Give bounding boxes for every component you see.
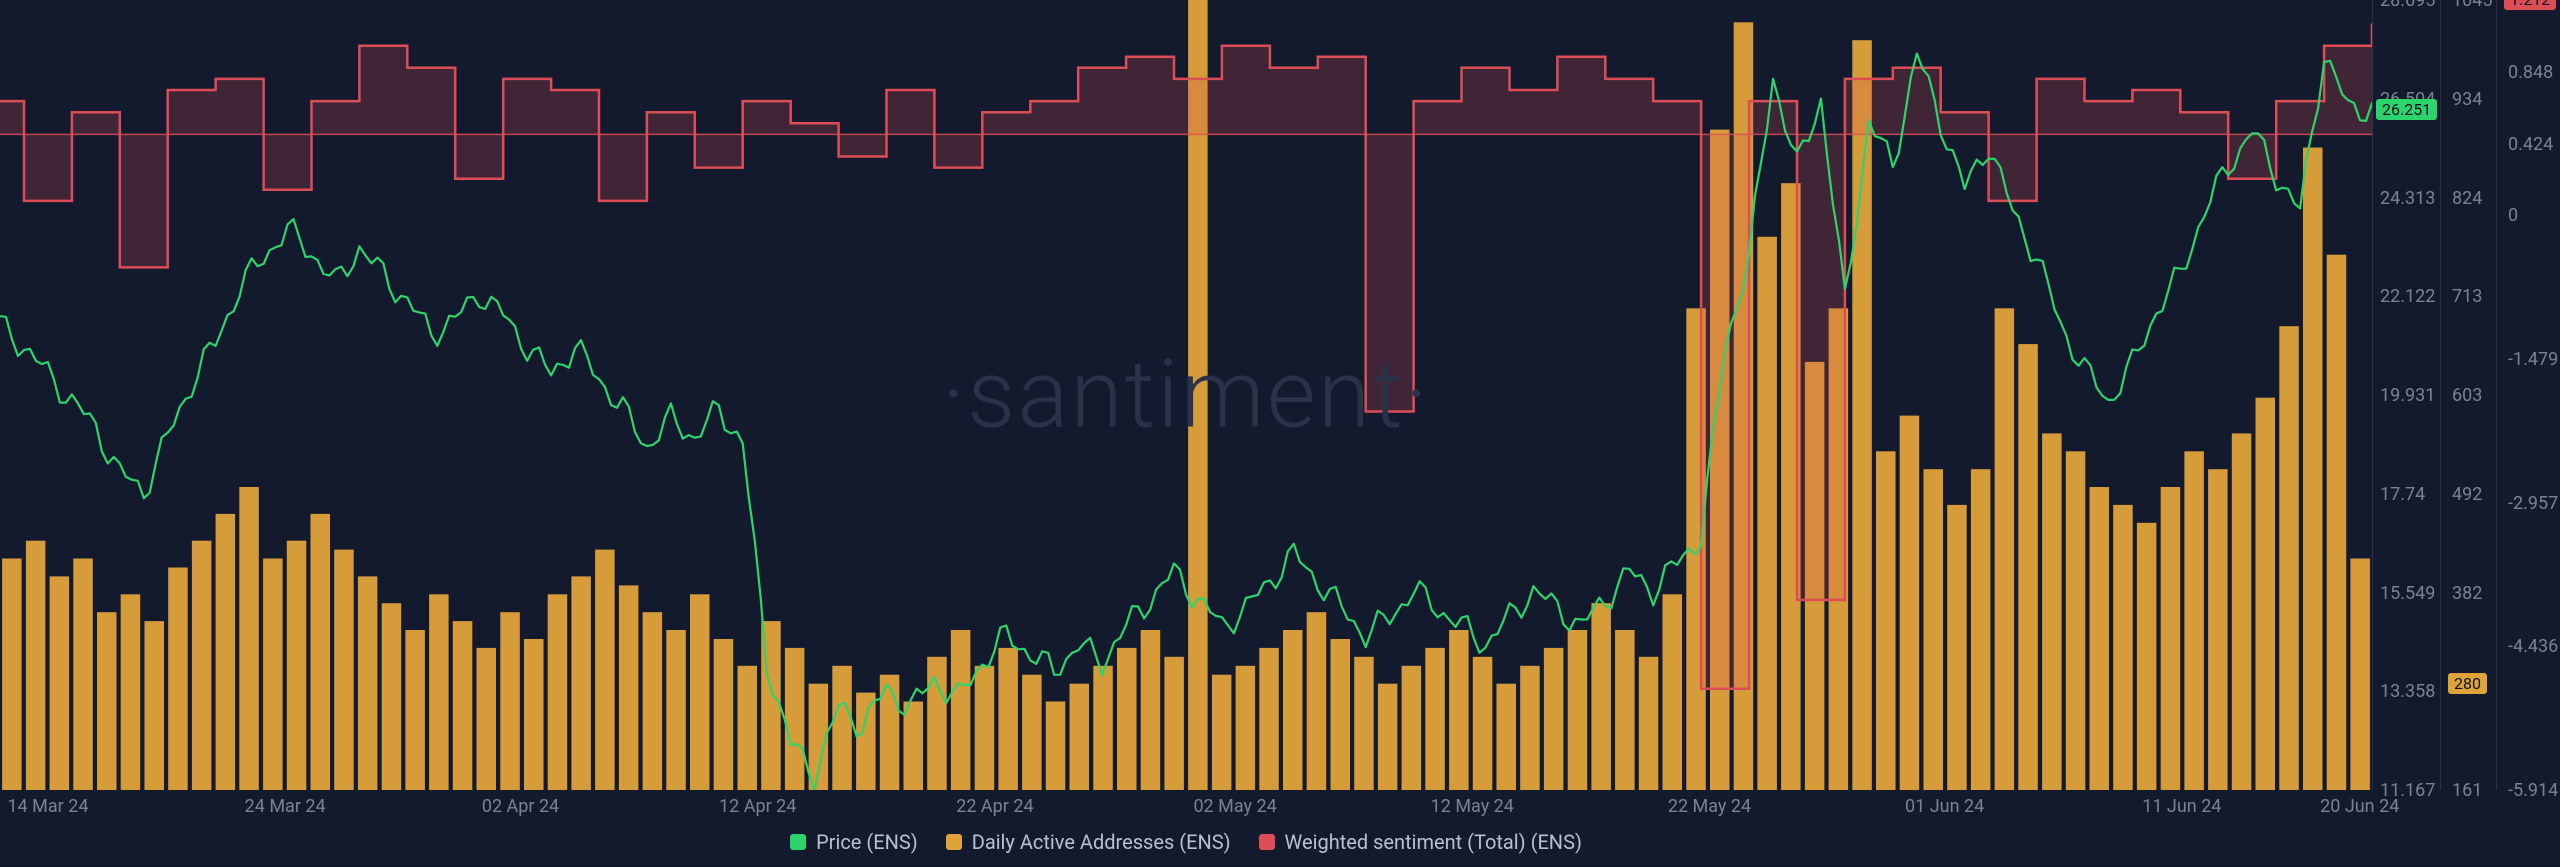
axis-tick-price: 24.313 [2380, 188, 2435, 209]
axis-tick-sentiment: -4.436 [2508, 636, 2558, 657]
legend-label: Price (ENS) [816, 830, 918, 854]
axis-tick-sentiment: -2.957 [2508, 493, 2558, 514]
axis-tick-addresses: 161 [2452, 780, 2482, 801]
axis-tick-sentiment: 0.848 [2508, 62, 2553, 83]
axis-tick-addresses: 713 [2452, 286, 2482, 307]
axis-tick-sentiment: 0 [2508, 205, 2518, 226]
right-axis: 28.69526.50424.31322.12219.93117.7415.54… [2372, 0, 2560, 790]
legend: Price (ENS) Daily Active Addresses (ENS) W… [0, 830, 2372, 854]
legend-item-price[interactable]: Price (ENS) [790, 830, 918, 854]
axis-tick-price: 13.358 [2380, 681, 2435, 702]
x-axis: 14 Mar 24 24 Mar 24 02 Apr 24 12 Apr 24 22 A… [0, 790, 2372, 824]
axis-tick-price: 15.549 [2380, 583, 2435, 604]
x-tick: 22 Apr 24 [956, 796, 1033, 817]
x-tick: 12 May 24 [1431, 796, 1514, 817]
current-badge-sentiment: 1.212 [2504, 0, 2556, 10]
axis-divider [2496, 0, 2497, 790]
axis-tick-price: 28.695 [2380, 0, 2435, 11]
x-tick: 24 Mar 24 [245, 796, 326, 817]
x-tick: 14 Mar 24 [7, 796, 88, 817]
x-tick: 22 May 24 [1668, 796, 1751, 817]
axis-divider [2372, 0, 2373, 790]
axis-tick-addresses: 382 [2452, 583, 2482, 604]
x-tick: 12 Apr 24 [719, 796, 796, 817]
axis-tick-price: 19.931 [2380, 385, 2435, 406]
plot-area[interactable]: ·santiment· [0, 0, 2372, 790]
legend-item-addresses[interactable]: Daily Active Addresses (ENS) [946, 830, 1231, 854]
axis-tick-sentiment: -5.914 [2508, 780, 2558, 801]
x-tick: 02 May 24 [1193, 796, 1276, 817]
legend-swatch-price [790, 834, 806, 850]
x-tick: 01 Jun 24 [1905, 796, 1984, 817]
axis-tick-sentiment: 0.424 [2508, 134, 2553, 155]
axis-tick-addresses: 603 [2452, 385, 2482, 406]
axis-tick-addresses: 1045 [2452, 0, 2492, 11]
axis-tick-addresses: 934 [2452, 89, 2482, 110]
current-badge-price: 26.251 [2376, 99, 2437, 120]
sentiment-area [0, 24, 2372, 689]
axis-tick-price: 17.74 [2380, 484, 2425, 505]
legend-label: Weighted sentiment (Total) (ENS) [1285, 830, 1582, 854]
axis-tick-sentiment: -1.479 [2508, 349, 2558, 370]
axis-tick-addresses: 824 [2452, 188, 2482, 209]
chart-root: ·santiment·28.69526.50424.31322.12219.93… [0, 0, 2560, 867]
x-tick: 11 Jun 24 [2142, 796, 2221, 817]
legend-item-sentiment[interactable]: Weighted sentiment (Total) (ENS) [1259, 830, 1582, 854]
x-tick: 02 Apr 24 [482, 796, 559, 817]
legend-swatch-addresses [946, 834, 962, 850]
axis-tick-addresses: 492 [2452, 484, 2482, 505]
x-tick: 20 Jun 24 [2320, 796, 2399, 817]
axis-divider [2440, 0, 2441, 790]
legend-swatch-sentiment [1259, 834, 1275, 850]
current-badge-addresses: 280 [2448, 673, 2487, 694]
axis-tick-price: 22.122 [2380, 286, 2435, 307]
legend-label: Daily Active Addresses (ENS) [972, 830, 1231, 854]
